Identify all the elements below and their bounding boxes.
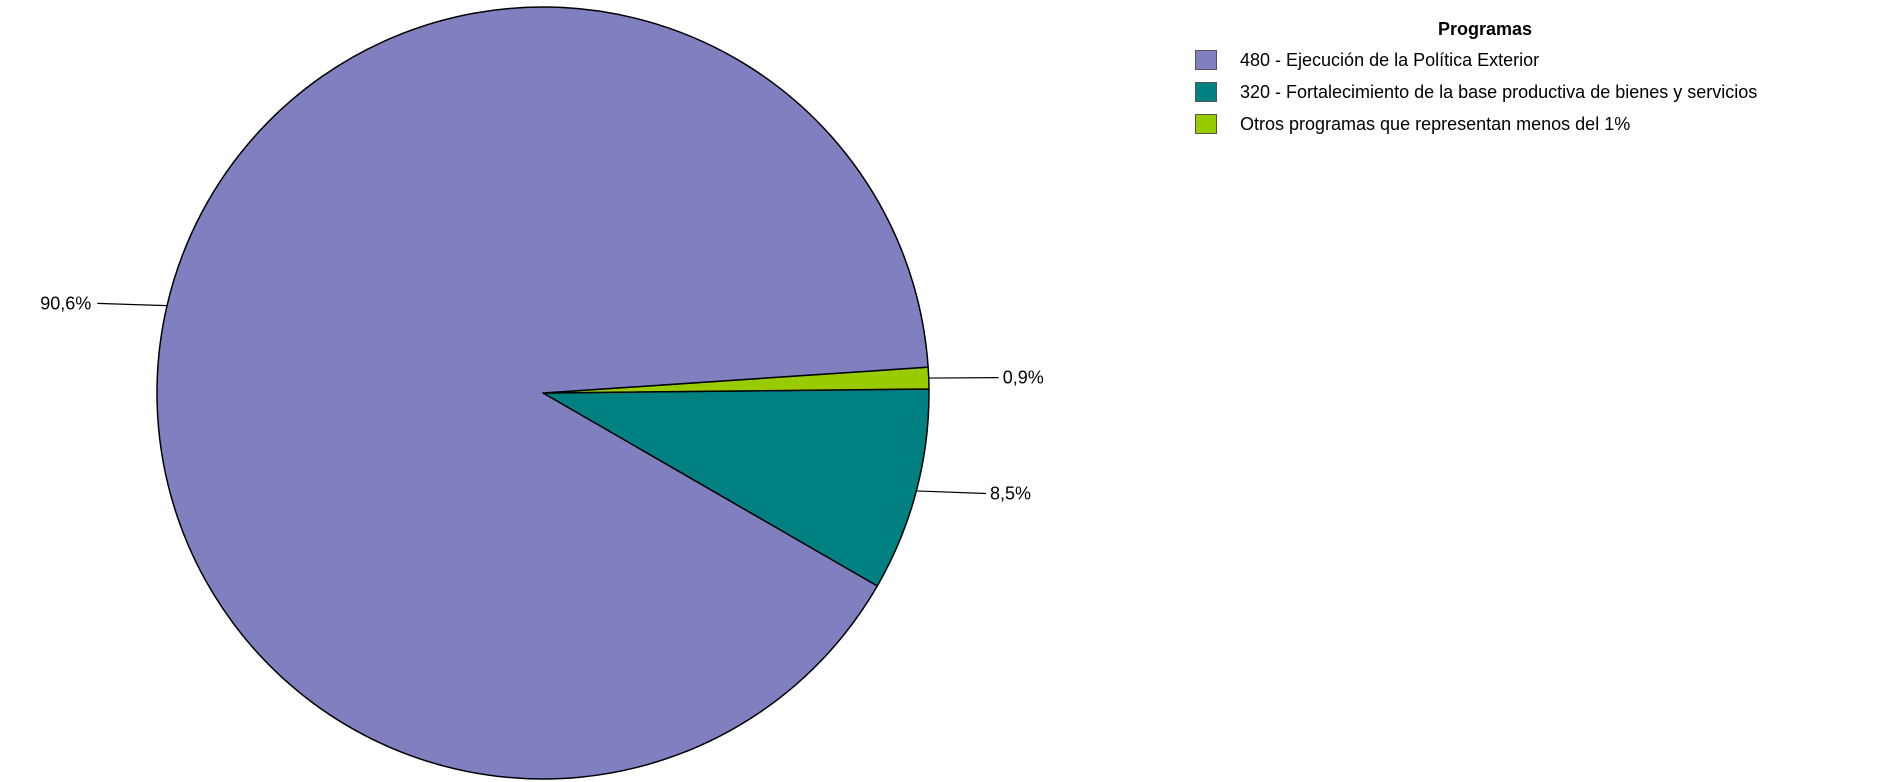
legend: Programas 480 - Ejecución de la Política… bbox=[1195, 14, 1875, 140]
pie-labels: 8,5% 0,9% 90,6% bbox=[40, 293, 1044, 503]
pie-label-1: 0,9% bbox=[1003, 368, 1044, 388]
pie-label-0: 8,5% bbox=[990, 483, 1031, 503]
legend-label-otros: Otros programas que representan menos de… bbox=[1240, 113, 1631, 134]
legend-item-320: 320 - Fortalecimiento de la base product… bbox=[1195, 76, 1875, 108]
legend-item-otros: Otros programas que representan menos de… bbox=[1195, 108, 1875, 140]
legend-swatch-otros bbox=[1195, 114, 1217, 134]
leader-lines bbox=[97, 302, 999, 495]
pie-label-2: 90,6% bbox=[40, 293, 91, 313]
legend-title: Programas bbox=[1437, 19, 1533, 39]
legend-swatch-480 bbox=[1195, 50, 1217, 70]
leader-line-0 bbox=[916, 490, 987, 495]
leader-line-2 bbox=[97, 302, 168, 307]
legend-swatch-320 bbox=[1195, 82, 1217, 102]
pie-slices bbox=[156, 6, 930, 780]
pie-slice-2 bbox=[156, 6, 929, 780]
legend-label-320: 320 - Fortalecimiento de la base product… bbox=[1240, 81, 1758, 102]
legend-label-480: 480 - Ejecución de la Política Exterior bbox=[1240, 49, 1540, 70]
pie-slice-0 bbox=[542, 388, 930, 587]
legend-item-480: 480 - Ejecución de la Política Exterior bbox=[1195, 44, 1875, 76]
